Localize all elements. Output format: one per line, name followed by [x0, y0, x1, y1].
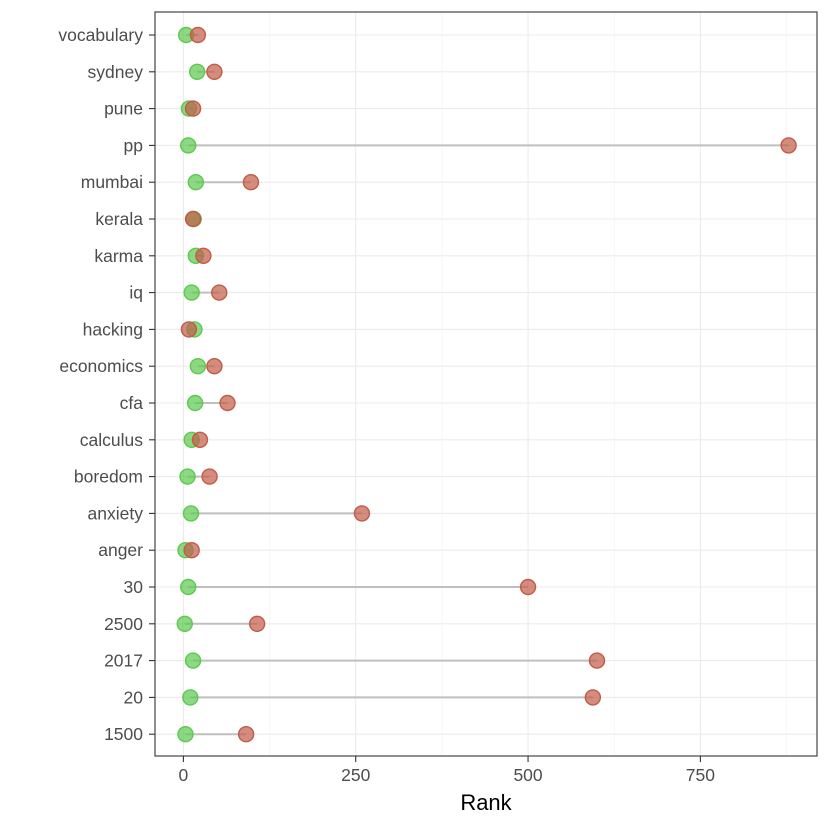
point-series1-mumbai — [187, 173, 205, 191]
y-tick-label: calculus — [80, 430, 143, 450]
y-tick-label: vocabulary — [58, 25, 143, 45]
point-series2-anger — [183, 542, 200, 559]
point-series2-economics — [206, 358, 223, 375]
point-series2-anxiety — [353, 505, 371, 522]
point-series1-cfa — [186, 394, 204, 412]
point-series2-sydney — [206, 63, 223, 81]
y-tick-label: kerala — [95, 209, 143, 229]
point-series2-boredom — [201, 468, 218, 485]
axis-layer: vocabulary sydney pune pp mumbai kerala karma i… — [58, 25, 715, 785]
x-tick-label: 0 — [179, 765, 189, 785]
point-series1-2500 — [176, 615, 193, 632]
point-series2-hacking — [180, 321, 198, 338]
y-tick-label: boredom — [74, 467, 143, 487]
y-tick-label: pp — [124, 135, 143, 155]
point-series1-iq — [183, 284, 200, 301]
point-series1-30 — [180, 578, 197, 596]
point-series1-1500 — [177, 726, 194, 743]
grid-layer — [155, 12, 817, 756]
point-series1-2017 — [184, 652, 202, 669]
y-tick-label: cfa — [120, 393, 144, 413]
y-tick-label: 1500 — [104, 724, 143, 744]
y-tick-label: hacking — [83, 319, 143, 339]
point-series2-2500 — [248, 615, 266, 632]
point-series2-2017 — [588, 652, 606, 669]
point-series1-sydney — [188, 63, 206, 81]
point-series2-pune — [184, 100, 202, 117]
point-series1-boredom — [179, 468, 196, 485]
x-axis-title: Rank — [460, 790, 512, 815]
y-tick-label: pune — [104, 99, 143, 119]
point-series1-economics — [189, 358, 207, 375]
x-tick-label: 750 — [686, 765, 715, 785]
point-series2-kerala — [184, 210, 202, 228]
point-series2-20 — [584, 689, 602, 706]
point-series2-pp — [780, 137, 797, 154]
y-tick-label: mumbai — [81, 172, 143, 192]
point-series1-20 — [182, 689, 199, 706]
y-tick-label: karma — [94, 246, 143, 266]
point-series1-anxiety — [182, 505, 200, 522]
point-layer — [176, 26, 797, 743]
y-tick-label: economics — [59, 356, 143, 376]
y-tick-label: 30 — [124, 577, 144, 597]
y-tick-label: anxiety — [88, 503, 144, 523]
point-series2-calculus — [191, 431, 209, 448]
x-tick-label: 250 — [341, 765, 370, 785]
point-series2-vocabulary — [189, 26, 207, 44]
y-tick-label: anger — [98, 540, 143, 560]
y-tick-label: iq — [129, 283, 143, 303]
y-tick-label: sydney — [88, 62, 144, 82]
y-tick-label: 20 — [124, 687, 144, 707]
point-series2-mumbai — [242, 173, 260, 191]
point-series1-pp — [180, 137, 197, 154]
panel-border — [154, 11, 818, 757]
y-tick-label: 2017 — [104, 651, 143, 671]
point-series2-1500 — [237, 726, 255, 743]
point-series2-iq — [211, 284, 228, 301]
x-tick-label: 500 — [513, 765, 542, 785]
point-series2-karma — [195, 247, 212, 265]
y-tick-label: 2500 — [104, 614, 143, 634]
point-series2-cfa — [219, 394, 236, 412]
point-series2-30 — [519, 578, 537, 596]
